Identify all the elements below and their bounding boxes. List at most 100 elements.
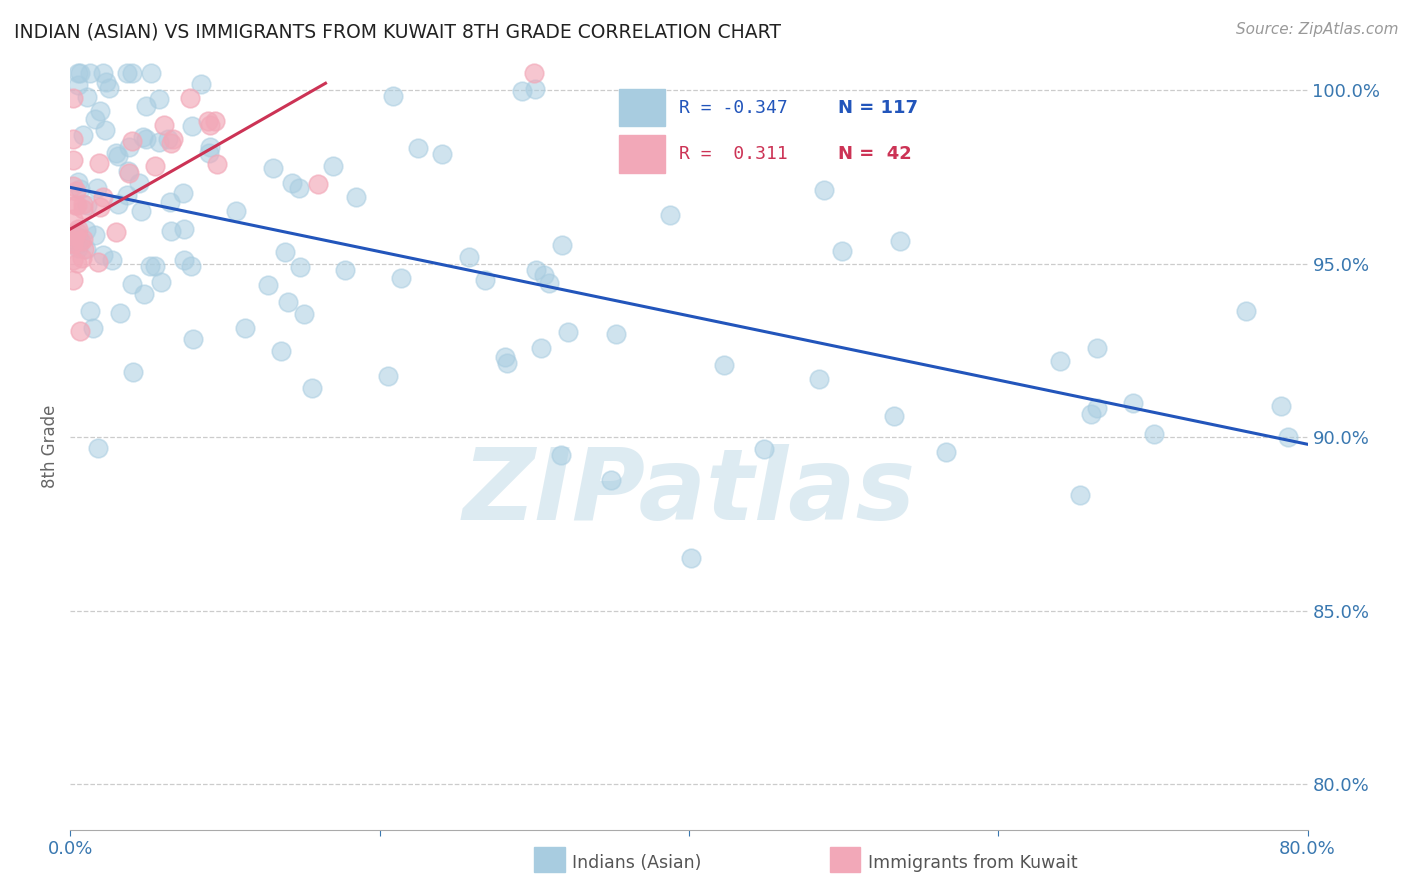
- Point: [270, 344, 292, 359]
- Point: [807, 372, 830, 386]
- Point: [160, 136, 183, 151]
- Point: [197, 114, 219, 128]
- Point: [713, 358, 735, 372]
- Text: Indians (Asian): Indians (Asian): [572, 855, 702, 872]
- Point: [121, 134, 143, 148]
- Point: [256, 278, 278, 293]
- Point: [233, 321, 256, 335]
- Point: [139, 260, 162, 274]
- Point: [135, 99, 157, 113]
- Point: [83, 112, 105, 126]
- Point: [101, 252, 124, 267]
- Point: [75, 223, 97, 237]
- Point: [115, 66, 138, 80]
- Point: [605, 327, 627, 342]
- Point: [281, 176, 304, 190]
- Point: [108, 306, 131, 320]
- Point: [72, 232, 94, 246]
- Point: [132, 286, 155, 301]
- Point: [172, 186, 194, 200]
- Point: [72, 202, 94, 216]
- Point: [87, 442, 110, 456]
- Point: [128, 176, 150, 190]
- Point: [173, 222, 195, 236]
- Point: [1080, 407, 1102, 421]
- Point: [148, 135, 170, 149]
- Point: [148, 91, 170, 105]
- Text: INDIAN (ASIAN) VS IMMIGRANTS FROM KUWAIT 8TH GRADE CORRELATION CHART: INDIAN (ASIAN) VS IMMIGRANTS FROM KUWAIT…: [14, 22, 782, 41]
- Point: [62, 212, 84, 227]
- Point: [86, 181, 108, 195]
- Point: [377, 368, 399, 383]
- Point: [389, 271, 412, 285]
- Point: [67, 66, 90, 80]
- Point: [831, 244, 853, 258]
- Text: Source: ZipAtlas.com: Source: ZipAtlas.com: [1236, 22, 1399, 37]
- Point: [288, 260, 311, 274]
- Point: [73, 242, 96, 256]
- Point: [179, 91, 201, 105]
- Point: [180, 260, 202, 274]
- Point: [658, 208, 681, 222]
- Point: [557, 326, 579, 340]
- Point: [1122, 396, 1144, 410]
- Point: [180, 119, 202, 133]
- Point: [344, 190, 367, 204]
- Point: [79, 66, 101, 80]
- Point: [63, 229, 86, 244]
- Point: [277, 294, 299, 309]
- Point: [1270, 399, 1292, 413]
- Point: [458, 251, 481, 265]
- Point: [69, 234, 91, 248]
- Point: [118, 166, 141, 180]
- Point: [66, 198, 89, 212]
- Point: [889, 234, 911, 248]
- Point: [1087, 341, 1109, 355]
- Point: [72, 128, 94, 142]
- Point: [79, 303, 101, 318]
- Point: [200, 118, 222, 132]
- Point: [288, 181, 311, 195]
- Point: [600, 474, 623, 488]
- Point: [87, 156, 110, 170]
- Point: [813, 183, 835, 197]
- Point: [143, 159, 166, 173]
- Point: [76, 90, 98, 104]
- Point: [117, 163, 139, 178]
- Point: [65, 198, 87, 212]
- Point: [62, 91, 84, 105]
- Point: [496, 356, 519, 370]
- Point: [150, 275, 173, 289]
- Point: [115, 187, 138, 202]
- Point: [752, 442, 775, 456]
- Y-axis label: 8th Grade: 8th Grade: [41, 404, 59, 488]
- Point: [406, 141, 429, 155]
- Point: [67, 237, 90, 252]
- Point: [883, 409, 905, 424]
- Point: [82, 321, 104, 335]
- Point: [679, 550, 702, 565]
- Point: [105, 225, 128, 239]
- Text: Immigrants from Kuwait: Immigrants from Kuwait: [868, 855, 1077, 872]
- Point: [162, 131, 184, 145]
- Point: [107, 149, 129, 163]
- Point: [139, 66, 162, 80]
- Text: ZIPatlas: ZIPatlas: [463, 443, 915, 541]
- Point: [62, 235, 84, 250]
- Point: [274, 244, 297, 259]
- Point: [181, 332, 204, 346]
- Point: [94, 123, 117, 137]
- Point: [132, 129, 155, 144]
- Point: [96, 75, 118, 89]
- Point: [67, 175, 90, 189]
- Point: [262, 161, 284, 176]
- Point: [205, 157, 228, 171]
- Point: [65, 185, 87, 199]
- Point: [135, 131, 157, 145]
- Point: [62, 132, 84, 146]
- Point: [533, 268, 555, 283]
- Point: [69, 182, 91, 196]
- Point: [159, 195, 181, 210]
- Point: [530, 341, 553, 355]
- Point: [551, 238, 574, 252]
